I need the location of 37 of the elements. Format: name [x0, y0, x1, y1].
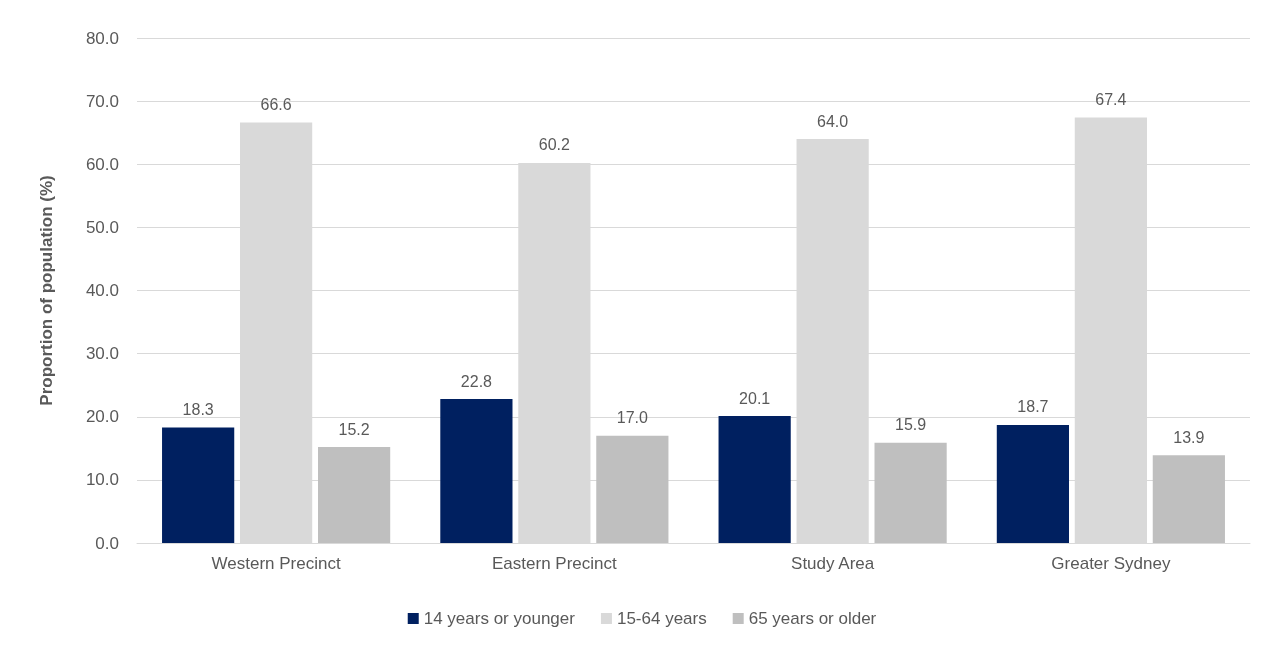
data-label: 17.0: [616, 409, 649, 427]
y-tick-label: 70.0: [85, 91, 119, 111]
bar: [1152, 455, 1225, 543]
y-tick-label: 30.0: [85, 344, 119, 364]
legend-label: 65 years or older: [748, 609, 877, 628]
legend-label: 14 years or younger: [423, 609, 576, 628]
data-label: 66.6: [260, 96, 292, 114]
x-tick-label: Greater Sydney: [1051, 554, 1171, 573]
bar: [162, 427, 235, 543]
y-tick-label: 50.0: [85, 217, 119, 237]
y-axis-title: Proportion of population (%): [37, 175, 56, 406]
x-tick-label: Study Area: [791, 554, 875, 573]
data-label: 13.9: [1173, 428, 1205, 446]
data-label: 67.4: [1095, 91, 1127, 109]
data-label: 15.9: [895, 416, 927, 434]
data-label: 22.8: [460, 372, 493, 390]
bar: [440, 399, 513, 543]
y-tick-label: 60.0: [85, 154, 119, 174]
bar: [318, 447, 391, 543]
y-tick-label: 10.0: [85, 470, 119, 490]
bar: [996, 424, 1069, 543]
data-label: 15.2: [338, 420, 370, 438]
bar: [596, 435, 669, 543]
y-tick-label: 0.0: [95, 533, 119, 553]
data-label: 18.7: [1017, 398, 1049, 416]
x-tick-label: Western Precinct: [211, 554, 341, 573]
y-tick-label: 80.0: [85, 28, 119, 48]
y-tick-label: 40.0: [85, 281, 119, 300]
y-tick-label: 20.0: [85, 407, 119, 427]
data-label: 18.3: [182, 400, 214, 418]
bar: [874, 442, 947, 543]
data-label: 60.2: [538, 136, 571, 154]
legend-label: 15-64 years: [616, 609, 707, 628]
bar: [718, 416, 791, 543]
data-label: 64.0: [817, 112, 849, 130]
x-tick-label: Eastern Precinct: [492, 554, 617, 573]
data-label: 20.1: [739, 389, 771, 407]
